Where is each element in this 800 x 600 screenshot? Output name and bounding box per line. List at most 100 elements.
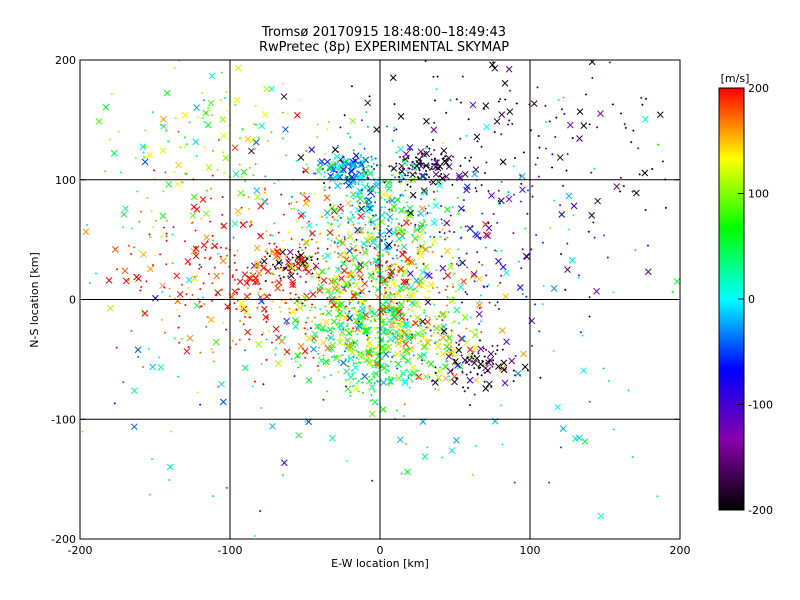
data-point-cross xyxy=(95,118,103,125)
data-point-plus xyxy=(231,339,234,342)
data-point-plus xyxy=(380,329,383,332)
data-point-plus xyxy=(265,320,268,323)
data-point-cross xyxy=(500,359,508,367)
data-point-plus xyxy=(209,256,212,259)
data-point-plus xyxy=(646,244,649,247)
data-point-plus xyxy=(535,233,538,236)
data-point-plus xyxy=(141,311,144,314)
data-point-plus xyxy=(471,473,474,476)
data-point-plus xyxy=(165,235,168,238)
data-point-plus xyxy=(402,415,405,418)
data-point-plus xyxy=(373,390,376,393)
data-point-cross xyxy=(569,256,576,264)
data-point-plus xyxy=(400,259,403,262)
data-point-cross xyxy=(253,261,261,269)
data-point-plus xyxy=(303,327,306,330)
data-point-plus xyxy=(355,388,358,391)
data-point-cross xyxy=(386,193,393,201)
data-point-cross xyxy=(461,170,469,178)
data-point-plus xyxy=(254,163,257,166)
data-point-plus xyxy=(537,134,540,137)
data-point-plus xyxy=(398,301,401,304)
data-point-cross xyxy=(485,224,493,232)
data-point-plus xyxy=(384,269,387,272)
data-point-plus xyxy=(225,486,228,489)
data-point-plus xyxy=(418,375,421,378)
data-point-plus xyxy=(358,202,361,205)
data-point-cross xyxy=(445,154,453,162)
data-point-cross xyxy=(432,171,440,178)
data-point-plus xyxy=(235,291,238,294)
data-point-plus xyxy=(296,320,299,323)
data-point-plus xyxy=(266,316,269,319)
data-point-plus xyxy=(544,104,547,107)
data-point-cross xyxy=(407,270,414,277)
data-point-plus xyxy=(461,75,464,78)
data-point-plus xyxy=(311,340,314,343)
data-point-plus xyxy=(612,291,615,294)
data-point-plus xyxy=(317,327,320,330)
data-point-cross xyxy=(139,143,147,151)
data-point-plus xyxy=(433,121,436,124)
data-point-plus xyxy=(174,117,177,120)
data-point-plus xyxy=(329,177,332,180)
data-point-plus xyxy=(387,219,390,222)
data-point-plus xyxy=(348,303,351,306)
data-point-plus xyxy=(233,254,236,257)
data-point-plus xyxy=(478,300,481,303)
data-point-plus xyxy=(364,173,367,176)
data-point-plus xyxy=(366,245,369,248)
data-point-cross xyxy=(394,196,401,204)
data-point-plus xyxy=(394,377,397,380)
data-point-plus xyxy=(401,233,404,236)
data-point-plus xyxy=(411,241,414,244)
data-point-cross xyxy=(388,197,396,204)
data-point-plus xyxy=(388,309,391,312)
data-point-plus xyxy=(512,232,515,235)
data-point-plus xyxy=(232,236,235,239)
data-point-cross xyxy=(275,259,283,267)
data-point-plus xyxy=(265,338,268,341)
data-point-plus xyxy=(318,346,321,349)
data-point-plus xyxy=(294,293,297,296)
data-point-plus xyxy=(425,173,428,176)
data-point-cross xyxy=(354,206,362,214)
data-point-plus xyxy=(445,111,448,114)
data-point-cross xyxy=(219,398,227,406)
data-point-plus xyxy=(453,231,456,234)
data-point-plus xyxy=(322,354,325,357)
data-point-plus xyxy=(256,266,259,269)
data-point-plus xyxy=(415,266,418,269)
data-point-plus xyxy=(326,238,329,241)
data-point-plus xyxy=(352,260,355,263)
data-point-plus xyxy=(399,314,402,317)
data-point-plus xyxy=(318,233,321,236)
data-point-plus xyxy=(351,373,354,376)
data-point-plus xyxy=(261,333,264,336)
data-point-plus xyxy=(437,180,440,183)
data-point-plus xyxy=(588,400,591,403)
data-point-plus xyxy=(483,286,486,289)
data-point-cross xyxy=(262,313,270,321)
data-point-plus xyxy=(369,364,372,367)
data-point-cross xyxy=(406,212,414,219)
data-point-cross xyxy=(448,297,456,305)
data-point-cross xyxy=(328,204,336,212)
data-point-plus xyxy=(279,268,282,271)
data-point-plus xyxy=(464,156,467,159)
data-point-plus xyxy=(311,320,314,323)
data-point-plus xyxy=(420,324,423,327)
data-point-plus xyxy=(349,338,352,341)
data-point-plus xyxy=(301,260,304,263)
data-point-cross xyxy=(403,320,411,328)
data-point-plus xyxy=(173,170,176,173)
data-point-plus xyxy=(410,164,413,167)
data-point-plus xyxy=(352,316,355,319)
data-point-plus xyxy=(203,120,206,123)
data-point-cross xyxy=(372,370,380,378)
data-point-plus xyxy=(367,164,370,167)
data-point-plus xyxy=(436,161,439,164)
data-point-plus xyxy=(471,352,474,355)
data-point-plus xyxy=(368,245,371,248)
data-point-plus xyxy=(203,146,206,149)
